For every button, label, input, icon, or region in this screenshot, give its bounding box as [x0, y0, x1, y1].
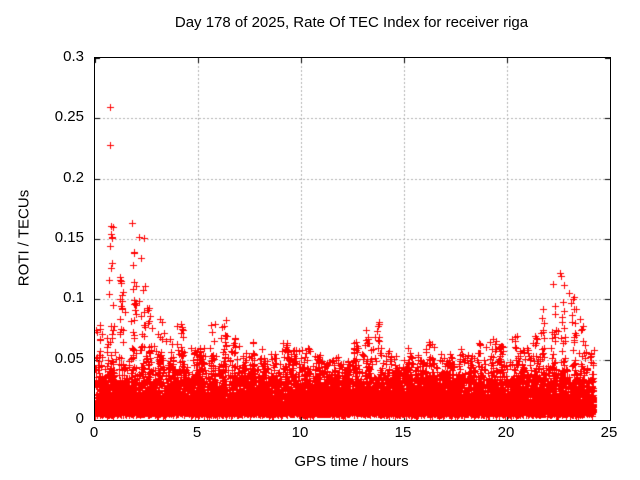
- x-tick-label: 15: [394, 424, 412, 441]
- x-tick-label: 20: [497, 424, 515, 441]
- x-axis-label: GPS time / hours: [294, 453, 409, 470]
- y-tick-label: 0.25: [54, 108, 84, 126]
- y-tick-label: 0.1: [63, 289, 84, 307]
- y-tick-label: 0: [75, 410, 84, 427]
- scatter-canvas: [95, 58, 610, 420]
- plot-area: [94, 57, 611, 421]
- y-tick-label: 0.05: [54, 349, 84, 367]
- x-tick-label: 25: [600, 424, 618, 441]
- x-tick-label: 5: [192, 424, 202, 441]
- x-tick-label: 0: [89, 424, 99, 441]
- x-tick-label: 10: [291, 424, 309, 441]
- chart-title: Day 178 of 2025, Rate Of TEC Index for r…: [174, 14, 529, 31]
- y-tick-label: 0.2: [63, 168, 84, 186]
- y-tick-label: 0.15: [54, 229, 84, 246]
- y-tick-label: 0.3: [63, 48, 84, 65]
